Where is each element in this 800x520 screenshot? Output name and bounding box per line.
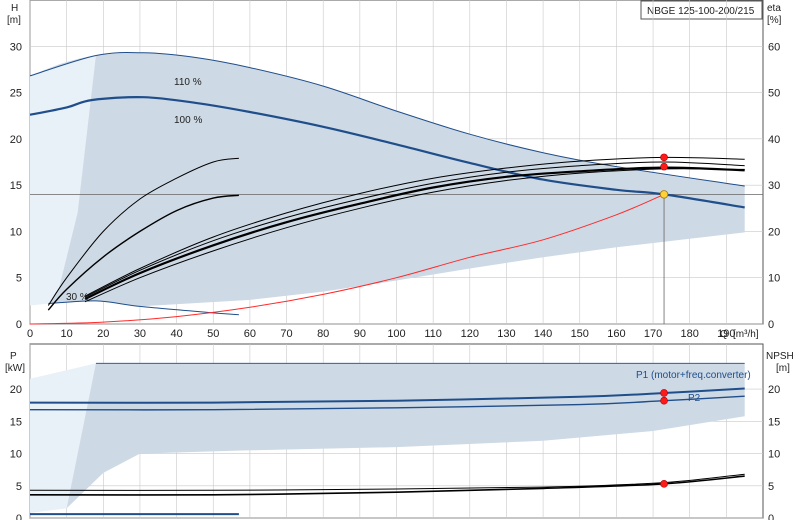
upper-operating-area	[30, 52, 763, 324]
x-tick-label: 110	[424, 328, 442, 340]
series-eta-110-upper	[84, 156, 745, 297]
series-30	[48, 300, 239, 316]
x-tick-label: 140	[534, 328, 552, 340]
lower-right-y-tick-label: 0	[768, 513, 774, 520]
lower-light-wedge	[30, 363, 96, 513]
right-y-tick-label: 30	[768, 180, 780, 192]
left-y-tick-label: 5	[16, 273, 22, 285]
series-110	[29, 52, 745, 187]
upper-right-axis-unit: [%]	[767, 15, 782, 26]
lower-left-y-tick-label: 15	[10, 416, 22, 428]
x-tick-label: 180	[681, 328, 699, 340]
upper-left-axis-unit: [m]	[7, 15, 21, 26]
upper-shaded-area	[30, 52, 745, 307]
x-tick-label: 20	[97, 328, 109, 340]
annotation-30-percent: 30 %	[66, 292, 89, 303]
lower-right-y-tick-label: 20	[768, 384, 780, 396]
lower-left-axis-title: P	[10, 351, 17, 362]
lower-red-marker	[660, 389, 668, 397]
x-tick-label: 170	[644, 328, 662, 340]
annotation-100-percent: 100 %	[174, 115, 202, 126]
left-y-tick-label: 15	[10, 180, 22, 192]
series-100	[29, 96, 745, 209]
upper-series-group	[29, 52, 745, 325]
duty-point-marker	[659, 190, 669, 199]
x-tick-label: 120	[461, 328, 479, 340]
x-axis-title: Q	[720, 329, 728, 340]
right-y-tick-label: 10	[768, 273, 780, 285]
lower-left-y-tick-label: 0	[16, 513, 22, 520]
lower-operating-area	[30, 362, 745, 513]
lower-tick-labels: 0 5 10 15 20 0 5 10 15 20	[10, 384, 781, 520]
series-eta-110-lower	[84, 168, 745, 303]
upper-right-axis-title: eta	[767, 3, 781, 14]
x-tick-label: 150	[571, 328, 589, 340]
series-system-curve	[29, 193, 665, 325]
series-eta-30-b	[47, 194, 239, 311]
lower-right-y-tick-label: 10	[768, 449, 780, 461]
right-y-tick-label: 50	[768, 88, 780, 100]
right-y-tick-label: 40	[768, 134, 780, 146]
x-tick-label: 190	[717, 328, 735, 340]
lower-left-y-tick-label: 10	[10, 449, 22, 461]
lower-right-axis-title: NPSH	[766, 351, 794, 362]
red-intersection-marker	[660, 162, 668, 171]
x-tick-label: 70	[280, 328, 292, 340]
x-tick-label: 130	[497, 328, 515, 340]
lower-left-axis-unit: [kW]	[5, 363, 25, 374]
lower-red-marker	[660, 396, 668, 405]
left-y-tick-label: 30	[10, 41, 22, 53]
x-tick-label: 90	[354, 328, 366, 340]
lower-right-axis-unit: [m]	[776, 363, 790, 374]
annotation-p2: P2	[688, 393, 701, 404]
left-y-tick-label: 0	[16, 319, 22, 331]
right-y-tick-label: 60	[768, 41, 780, 53]
x-tick-label: 160	[607, 328, 625, 340]
left-y-tick-label: 25	[10, 88, 22, 100]
chart-title: NBGE 125-100-200/215	[647, 6, 755, 17]
x-tick-label: 0	[27, 328, 33, 340]
red-intersection-marker	[660, 153, 668, 162]
annotation-p1: P1 (motor+freq.converter)	[636, 370, 751, 381]
x-tick-label: 100	[387, 328, 405, 340]
x-tick-label: 10	[61, 328, 73, 340]
left-y-tick-label: 10	[10, 226, 22, 238]
upper-left-axis-title: H	[11, 3, 18, 14]
left-y-tick-label: 20	[10, 134, 22, 146]
x-tick-label: 50	[207, 328, 219, 340]
x-tick-label: 80	[317, 328, 329, 340]
lower-left-y-tick-label: 20	[10, 384, 22, 396]
series-eta-110-mid	[84, 161, 745, 298]
lower-left-y-tick-label: 5	[16, 481, 22, 493]
series-eta-30-a	[47, 157, 239, 306]
duty-markers	[659, 153, 669, 488]
upper-light-wedge	[30, 55, 96, 306]
right-y-tick-label: 20	[768, 226, 780, 238]
lower-shaded-area	[30, 363, 745, 509]
lower-red-marker	[660, 480, 668, 488]
lower-right-y-tick-label: 15	[768, 416, 780, 428]
x-tick-label: 60	[244, 328, 256, 340]
upper-tick-labels: 0 10 20 30 40 50 60 70 80 90 100 110 120 130 140 150 160…	[10, 41, 781, 340]
series-npsh-thin	[29, 473, 745, 491]
annotation-110-percent: 110 %	[174, 77, 202, 88]
series-eta-100	[84, 166, 745, 300]
title-box	[640, 0, 763, 20]
x-tick-label: 30	[134, 328, 146, 340]
x-tick-label: 40	[170, 328, 182, 340]
x-axis-unit: [m³/h]	[733, 329, 759, 340]
lower-right-y-tick-label: 5	[768, 481, 774, 493]
right-y-tick-label: 0	[768, 319, 774, 331]
